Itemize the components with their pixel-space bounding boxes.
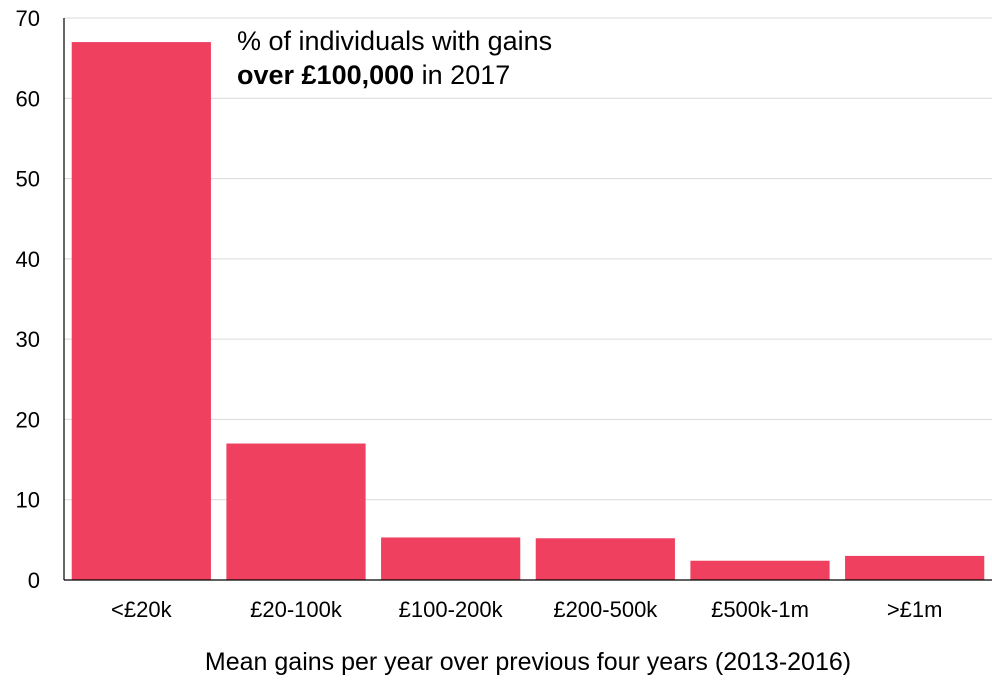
title-segment: over £100,000	[237, 60, 414, 90]
bar	[690, 560, 830, 580]
gridlines	[64, 17, 992, 501]
x-axis-label: Mean gains per year over previous four y…	[205, 648, 851, 676]
bar	[535, 538, 675, 580]
x-tick-label: £200-500k	[553, 597, 658, 622]
x-tick-label: <£20k	[111, 597, 173, 622]
y-tick-label: 30	[16, 327, 40, 352]
y-tick-label: 60	[16, 86, 40, 111]
x-tick-label: £20-100k	[250, 597, 343, 622]
y-tick-label: 70	[16, 6, 40, 31]
x-tick-label: £100-200k	[399, 597, 504, 622]
title-segment: in 2017	[414, 60, 510, 90]
bar	[381, 537, 521, 580]
chart-title: % of individuals with gains over £100,000…	[237, 26, 552, 90]
y-tick-label: 40	[16, 247, 40, 272]
bar	[845, 555, 985, 580]
x-tick-label: £500k-1m	[711, 597, 809, 622]
x-tick-label: >£1m	[887, 597, 943, 622]
y-tick-labels: 0 10 20 30 40 50 60 70	[16, 6, 40, 593]
bar	[226, 443, 366, 580]
y-tick-label: 0	[28, 568, 40, 593]
y-tick-label: 10	[16, 488, 40, 513]
y-tick-label: 50	[16, 167, 40, 192]
bars	[71, 42, 985, 581]
bar	[71, 42, 211, 581]
x-tick-labels: <£20k £20-100k £100-200k £200-500k £500k-1m >…	[111, 597, 942, 622]
y-tick-label: 20	[16, 407, 40, 432]
title-segment: % of individuals with gains	[237, 26, 552, 56]
